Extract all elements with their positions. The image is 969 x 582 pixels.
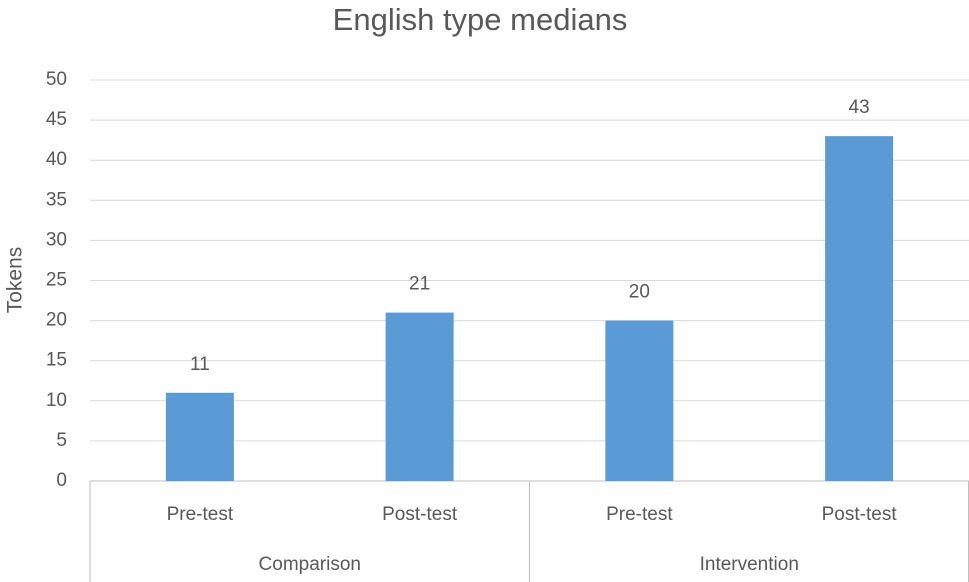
y-tick-label: 0 <box>56 470 67 491</box>
x-tick-label: Pre-test <box>167 504 234 525</box>
x-tick-label: Post-test <box>382 504 458 525</box>
data-label: 11 <box>190 354 210 375</box>
y-tick-label: 50 <box>46 69 67 90</box>
data-label: 21 <box>409 274 430 295</box>
bar <box>825 136 894 481</box>
group-label: Comparison <box>259 554 361 575</box>
y-tick-label: 40 <box>46 149 67 170</box>
y-tick-label: 10 <box>46 390 67 411</box>
chart-title: English type medians <box>333 2 628 37</box>
bar <box>165 392 234 481</box>
x-tick-label: Post-test <box>822 504 898 525</box>
group-label: Intervention <box>700 554 799 575</box>
y-tick-label: 20 <box>46 310 67 331</box>
data-label: 43 <box>849 97 870 118</box>
data-label: 20 <box>629 282 650 303</box>
y-tick-label: 30 <box>46 229 67 250</box>
y-axis-label: Tokens <box>4 247 27 314</box>
y-tick-label: 5 <box>56 430 67 451</box>
bar <box>605 320 674 481</box>
bar <box>385 312 454 481</box>
y-tick-label: 15 <box>46 350 67 371</box>
x-tick-label: Pre-test <box>606 504 673 525</box>
y-tick-label: 45 <box>46 109 67 130</box>
y-tick-label: 35 <box>46 189 67 210</box>
y-tick-label: 25 <box>46 270 67 291</box>
